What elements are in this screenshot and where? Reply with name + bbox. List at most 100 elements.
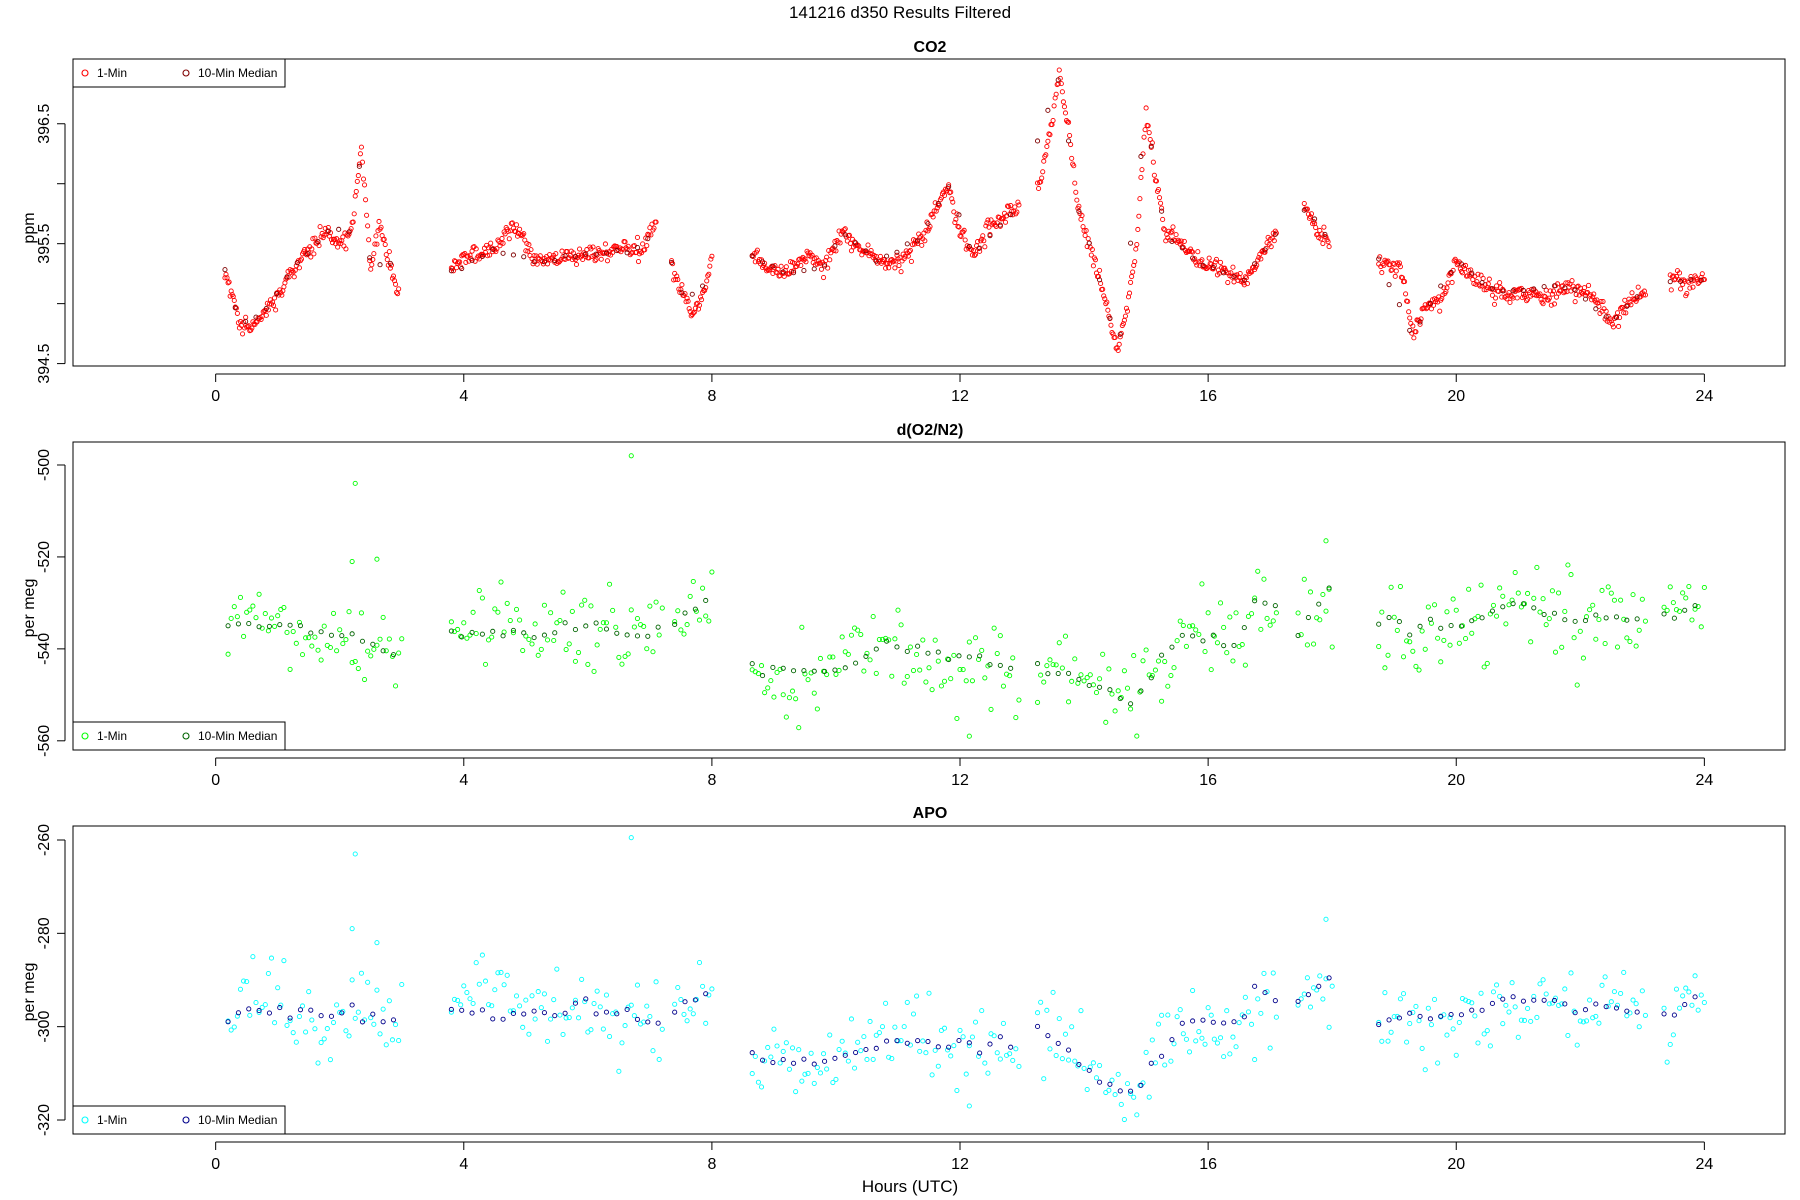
data-point [679, 282, 685, 288]
data-point [1671, 1012, 1677, 1018]
data-point [1376, 1019, 1382, 1026]
apo-x-tick-label: 8 [707, 1156, 716, 1173]
data-point [1512, 569, 1518, 576]
data-point [1090, 1060, 1096, 1066]
data-point [378, 224, 384, 230]
data-point [1447, 1015, 1453, 1021]
data-point [317, 224, 323, 230]
data-point [986, 224, 992, 230]
co2-plot-frame [72, 58, 1786, 367]
data-point [904, 241, 910, 247]
data-point [356, 163, 362, 169]
data-point [513, 606, 520, 612]
data-point [1189, 248, 1195, 254]
data-point [1016, 697, 1022, 703]
data-point [603, 620, 610, 626]
data-point [1630, 997, 1636, 1003]
data-point [1273, 230, 1279, 236]
data-point [904, 673, 910, 680]
data-point [839, 634, 845, 640]
data-point [1497, 280, 1503, 286]
data-point [1603, 615, 1609, 621]
data-point [1481, 664, 1487, 670]
data-point [324, 1026, 330, 1032]
data-point [1518, 1017, 1524, 1023]
data-point [634, 633, 641, 639]
data-point [1698, 624, 1704, 630]
data-point [1236, 1020, 1242, 1026]
data-point [1066, 119, 1072, 125]
data-point [371, 1021, 377, 1027]
data-point [1051, 103, 1057, 109]
data-point [972, 1019, 979, 1025]
data-point [377, 636, 383, 642]
data-point [683, 299, 689, 305]
data-point [1572, 299, 1578, 305]
data-point [354, 178, 360, 184]
data-point [997, 662, 1003, 668]
data-point [1450, 596, 1456, 602]
data-point [842, 226, 848, 232]
data-point [932, 200, 938, 206]
data-point [346, 229, 352, 235]
data-point [1582, 1007, 1589, 1013]
apo-x-tick-label: 4 [459, 1156, 468, 1173]
data-point [1177, 618, 1183, 624]
data-point [1633, 298, 1639, 304]
data-point [228, 615, 234, 621]
data-point [1135, 226, 1141, 233]
data-point [470, 1000, 476, 1007]
data-point [1661, 611, 1667, 617]
data-point [1117, 334, 1123, 340]
data-point [1568, 970, 1574, 976]
data-point [1406, 309, 1412, 315]
data-point [461, 983, 467, 989]
data-point [1149, 1037, 1155, 1043]
data-point [1227, 1051, 1233, 1057]
data-point [562, 620, 568, 626]
data-point [706, 992, 712, 998]
data-point [768, 678, 774, 684]
data-point [1264, 615, 1270, 622]
data-point [1179, 632, 1185, 638]
data-point [548, 1016, 554, 1022]
co2-y-tick-label: 396.5 [36, 104, 53, 144]
data-point [758, 1084, 765, 1090]
data-point [915, 241, 921, 247]
data-point [1413, 329, 1419, 335]
data-point [811, 668, 817, 674]
data-point [678, 286, 684, 293]
data-point [479, 1007, 485, 1013]
data-point [1413, 1003, 1419, 1009]
data-point [1112, 1092, 1118, 1098]
data-point [1515, 1034, 1521, 1040]
data-point [1466, 267, 1472, 273]
data-point [855, 627, 861, 633]
data-point [1261, 576, 1267, 582]
data-point [898, 622, 904, 628]
data-point [1298, 632, 1304, 638]
data-point [374, 556, 380, 562]
data-point [1497, 993, 1503, 999]
data-point [597, 1004, 603, 1010]
data-point [920, 637, 926, 643]
data-point [1086, 240, 1092, 246]
data-point [791, 668, 797, 674]
data-point [360, 176, 367, 182]
data-point [464, 635, 470, 641]
data-point [697, 294, 704, 300]
data-point [506, 236, 512, 242]
data-point [1447, 642, 1453, 648]
data-point [291, 274, 297, 280]
data-point [853, 660, 859, 666]
data-point [1211, 1036, 1217, 1042]
data-point [355, 1009, 361, 1015]
data-point [328, 632, 335, 638]
data-point [1320, 996, 1326, 1002]
data-point [1082, 232, 1088, 238]
co2-legend-label: 1-Min [97, 66, 127, 80]
data-point [1221, 624, 1227, 631]
data-point [1072, 656, 1078, 662]
data-point [1458, 1012, 1464, 1018]
data-point [894, 644, 900, 650]
